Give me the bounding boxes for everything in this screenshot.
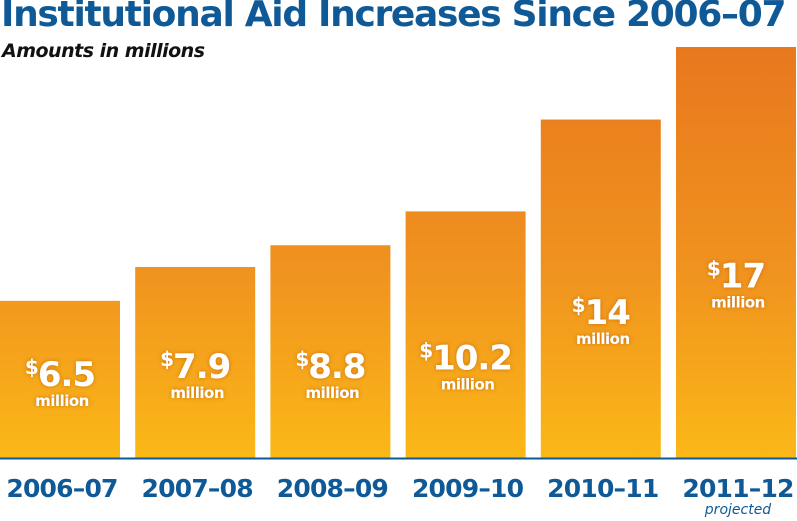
chart-subtitle: Amounts in millions [2,40,205,62]
value-label: $7.9 [160,347,230,387]
unit-label: million [441,376,495,394]
bar-2010–11 [540,119,661,458]
unit-label: million [711,294,765,312]
bar-2007–08 [135,267,256,458]
value-label: $14 [572,293,631,333]
chart-title: Institutional Aid Increases Since 2006–0… [1,0,787,35]
category-label: 2011–12 [682,474,793,503]
value-label: $6.5 [25,355,95,395]
bar-2008–09 [270,245,391,458]
category-note: projected [704,502,772,518]
unit-label: million [306,384,360,402]
bar-2006–07 [0,300,120,458]
bar-2009–10 [405,211,526,458]
value-label: $8.8 [295,347,365,387]
category-label: 2008–09 [277,474,388,503]
value-label: $10.2 [419,339,512,379]
category-label: 2010–11 [547,474,658,503]
unit-label: million [35,392,89,410]
category-label: 2006–07 [6,474,117,503]
category-label: 2009–10 [412,474,524,503]
bar-2011–12 [676,47,796,458]
unit-label: million [170,384,224,402]
unit-label: million [576,330,630,348]
value-label: $17 [707,257,765,297]
category-label: 2007–08 [142,474,253,503]
